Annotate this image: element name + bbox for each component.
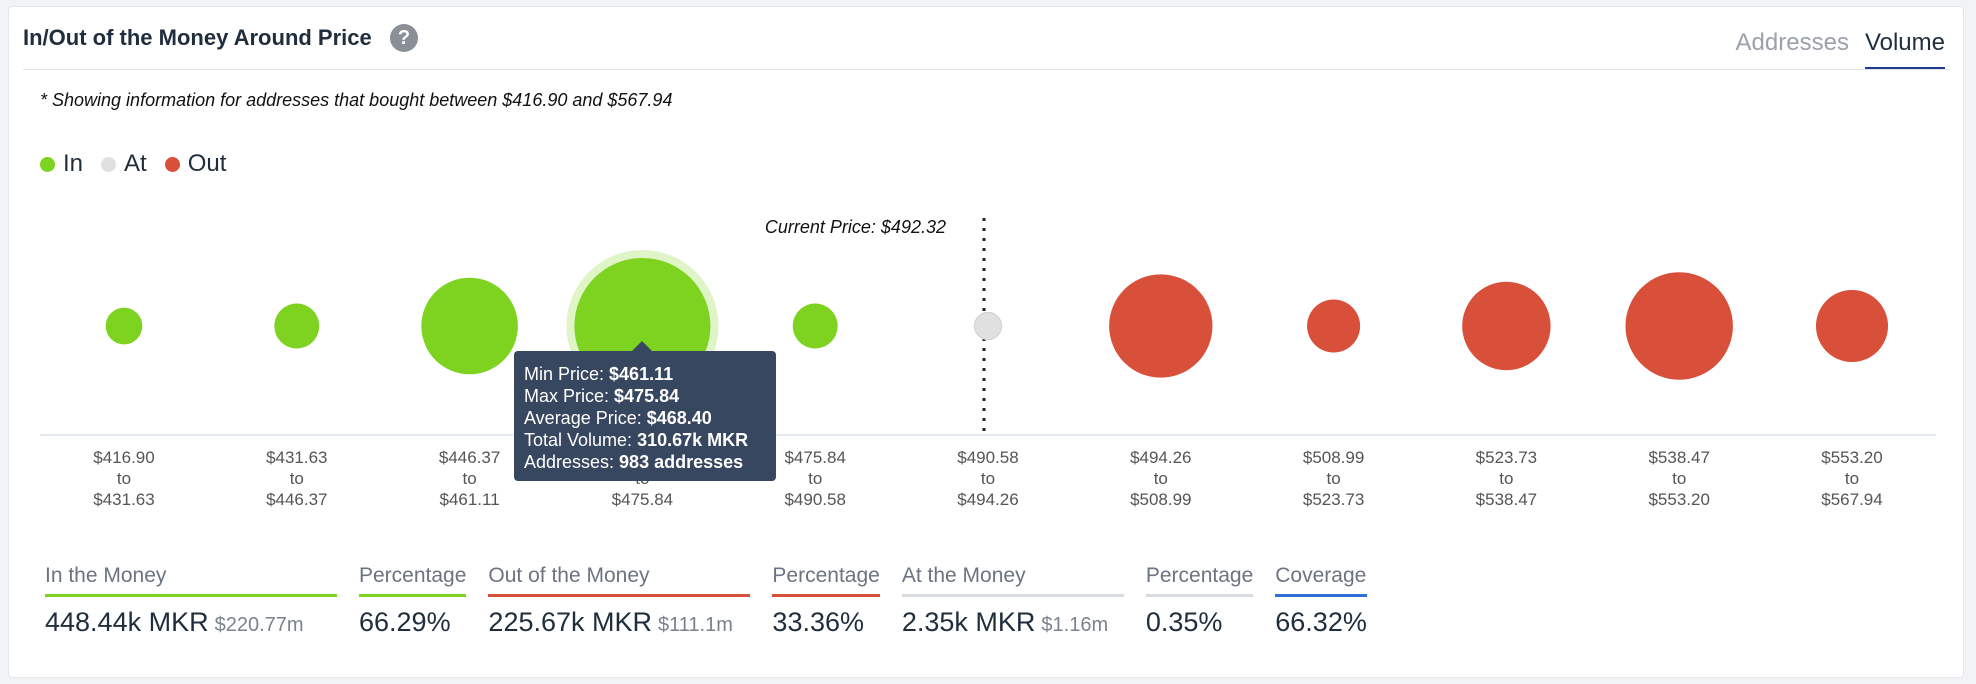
bubble-out[interactable] bbox=[1815, 289, 1889, 363]
x-tick-label: $523.73 bbox=[1303, 490, 1364, 509]
stat-label: Percentage bbox=[1145, 564, 1254, 597]
stat-value: 2.35k MKR bbox=[901, 607, 1036, 637]
legend-at-icon bbox=[101, 156, 117, 172]
x-tick-label: $494.26 bbox=[957, 490, 1018, 509]
x-tick-label: $475.84 bbox=[612, 490, 673, 509]
bubble-in[interactable] bbox=[105, 307, 143, 345]
stat-label: Coverage bbox=[1275, 564, 1367, 597]
header-divider bbox=[23, 69, 1949, 70]
bubble-in[interactable] bbox=[421, 277, 518, 375]
stat-value: 0.35% bbox=[1145, 607, 1223, 637]
stat-value: 33.36% bbox=[772, 607, 864, 637]
bubble-out[interactable] bbox=[1462, 281, 1551, 371]
legend-out-icon bbox=[164, 156, 180, 172]
x-tick-label: to bbox=[117, 469, 131, 488]
stat-in-percentage: Percentage 66.29% bbox=[359, 564, 467, 638]
legend-in-label: In bbox=[63, 150, 84, 177]
stat-in-the-money: In the Money 448.44k MKR $220.77m bbox=[45, 564, 337, 638]
x-tick-label: $446.37 bbox=[266, 490, 327, 509]
x-tick-label: $446.37 bbox=[439, 448, 500, 467]
bubble-out[interactable] bbox=[1109, 274, 1213, 378]
x-tick-label: $567.94 bbox=[1821, 490, 1882, 509]
bubble-out[interactable] bbox=[1307, 299, 1361, 353]
x-tick-label: $494.26 bbox=[1130, 448, 1191, 467]
x-tick-label: $416.90 bbox=[93, 448, 154, 467]
legend-item-out[interactable]: Out bbox=[164, 150, 227, 178]
legend-item-at[interactable]: At bbox=[101, 150, 147, 178]
stat-label: In the Money bbox=[45, 564, 337, 597]
x-tick-label: to bbox=[1672, 469, 1686, 488]
current-price-label: Current Price: $492.32 bbox=[765, 217, 946, 237]
x-tick-label: $431.63 bbox=[266, 448, 327, 467]
x-tick-label: to bbox=[1154, 469, 1168, 488]
stat-label: Percentage bbox=[772, 564, 880, 597]
tooltip-line: Addresses: 983 addresses bbox=[524, 452, 744, 472]
stat-value: 448.44k MKR bbox=[45, 607, 209, 637]
stat-label: Percentage bbox=[359, 564, 467, 597]
bubble-at[interactable] bbox=[973, 311, 1003, 341]
x-tick-label: $475.84 bbox=[784, 448, 845, 467]
help-icon[interactable]: ? bbox=[390, 24, 418, 52]
legend-in-icon bbox=[40, 156, 55, 172]
x-tick-label: $431.63 bbox=[93, 490, 154, 509]
x-tick-label: to bbox=[463, 469, 477, 488]
tab-volume[interactable]: Volume bbox=[1864, 29, 1945, 70]
stat-label: Out of the Money bbox=[488, 564, 751, 597]
stat-sub: $220.77m bbox=[214, 614, 304, 636]
x-tick-label: $508.99 bbox=[1130, 490, 1191, 509]
x-tick-label: $538.47 bbox=[1476, 490, 1537, 509]
x-tick-label: $538.47 bbox=[1648, 448, 1709, 467]
tooltip-line: Max Price: $475.84 bbox=[524, 386, 680, 406]
bubble-in[interactable] bbox=[792, 303, 838, 349]
x-tick-label: $490.58 bbox=[957, 448, 1018, 467]
stat-out-of-the-money: Out of the Money 225.67k MKR $111.1m bbox=[488, 564, 751, 638]
x-tick-label: $553.20 bbox=[1648, 490, 1709, 509]
stat-coverage: Coverage 66.32% bbox=[1275, 564, 1367, 638]
x-tick-label: $508.99 bbox=[1303, 448, 1364, 467]
x-tick-label: to bbox=[290, 469, 304, 488]
stat-out-percentage: Percentage 33.36% bbox=[772, 564, 880, 638]
stat-sub: $111.1m bbox=[658, 614, 733, 636]
stat-at-the-money: At the Money 2.35k MKR $1.16m bbox=[901, 564, 1124, 638]
x-tick-label: $490.58 bbox=[784, 490, 845, 509]
x-tick-label: $461.11 bbox=[439, 490, 499, 509]
x-tick-label: to bbox=[1327, 469, 1341, 488]
stat-value: 66.29% bbox=[359, 607, 451, 637]
legend-out-label: Out bbox=[187, 150, 227, 177]
summary-stats: In the Money 448.44k MKR $220.77m Percent… bbox=[45, 564, 1389, 638]
range-note: * Showing information for addresses that… bbox=[40, 90, 673, 110]
legend-item-in[interactable]: In bbox=[40, 150, 83, 178]
x-tick-label: to bbox=[808, 469, 822, 488]
tooltip-line: Min Price: $461.11 bbox=[524, 364, 674, 384]
stat-sub: $1.16m bbox=[1041, 614, 1109, 636]
x-tick-label: to bbox=[981, 469, 995, 488]
view-tabs: Addresses Volume bbox=[1736, 29, 1945, 70]
stat-label: At the Money bbox=[901, 564, 1124, 597]
x-tick-label: $523.73 bbox=[1476, 448, 1537, 467]
bubble-out[interactable] bbox=[1625, 272, 1733, 380]
tooltip-line: Average Price: $468.40 bbox=[524, 408, 712, 428]
x-tick-label: $553.20 bbox=[1821, 448, 1882, 467]
stat-at-percentage: Percentage 0.35% bbox=[1145, 564, 1254, 638]
stat-value: 225.67k MKR bbox=[488, 607, 653, 637]
bubble-in[interactable] bbox=[274, 303, 320, 349]
x-tick-label: to bbox=[1499, 469, 1513, 488]
page-title: In/Out of the Money Around Price bbox=[23, 25, 372, 50]
bucket-tooltip: Min Price: $461.11 Max Price: $475.84 Av… bbox=[514, 341, 776, 481]
legend: In At Out bbox=[40, 150, 226, 178]
stat-value: 66.32% bbox=[1275, 607, 1367, 637]
tooltip-line: Total Volume: 310.67k MKR bbox=[524, 430, 749, 450]
x-tick-label: to bbox=[1845, 469, 1859, 488]
legend-at-label: At bbox=[124, 150, 147, 177]
tab-addresses[interactable]: Addresses bbox=[1735, 29, 1849, 56]
